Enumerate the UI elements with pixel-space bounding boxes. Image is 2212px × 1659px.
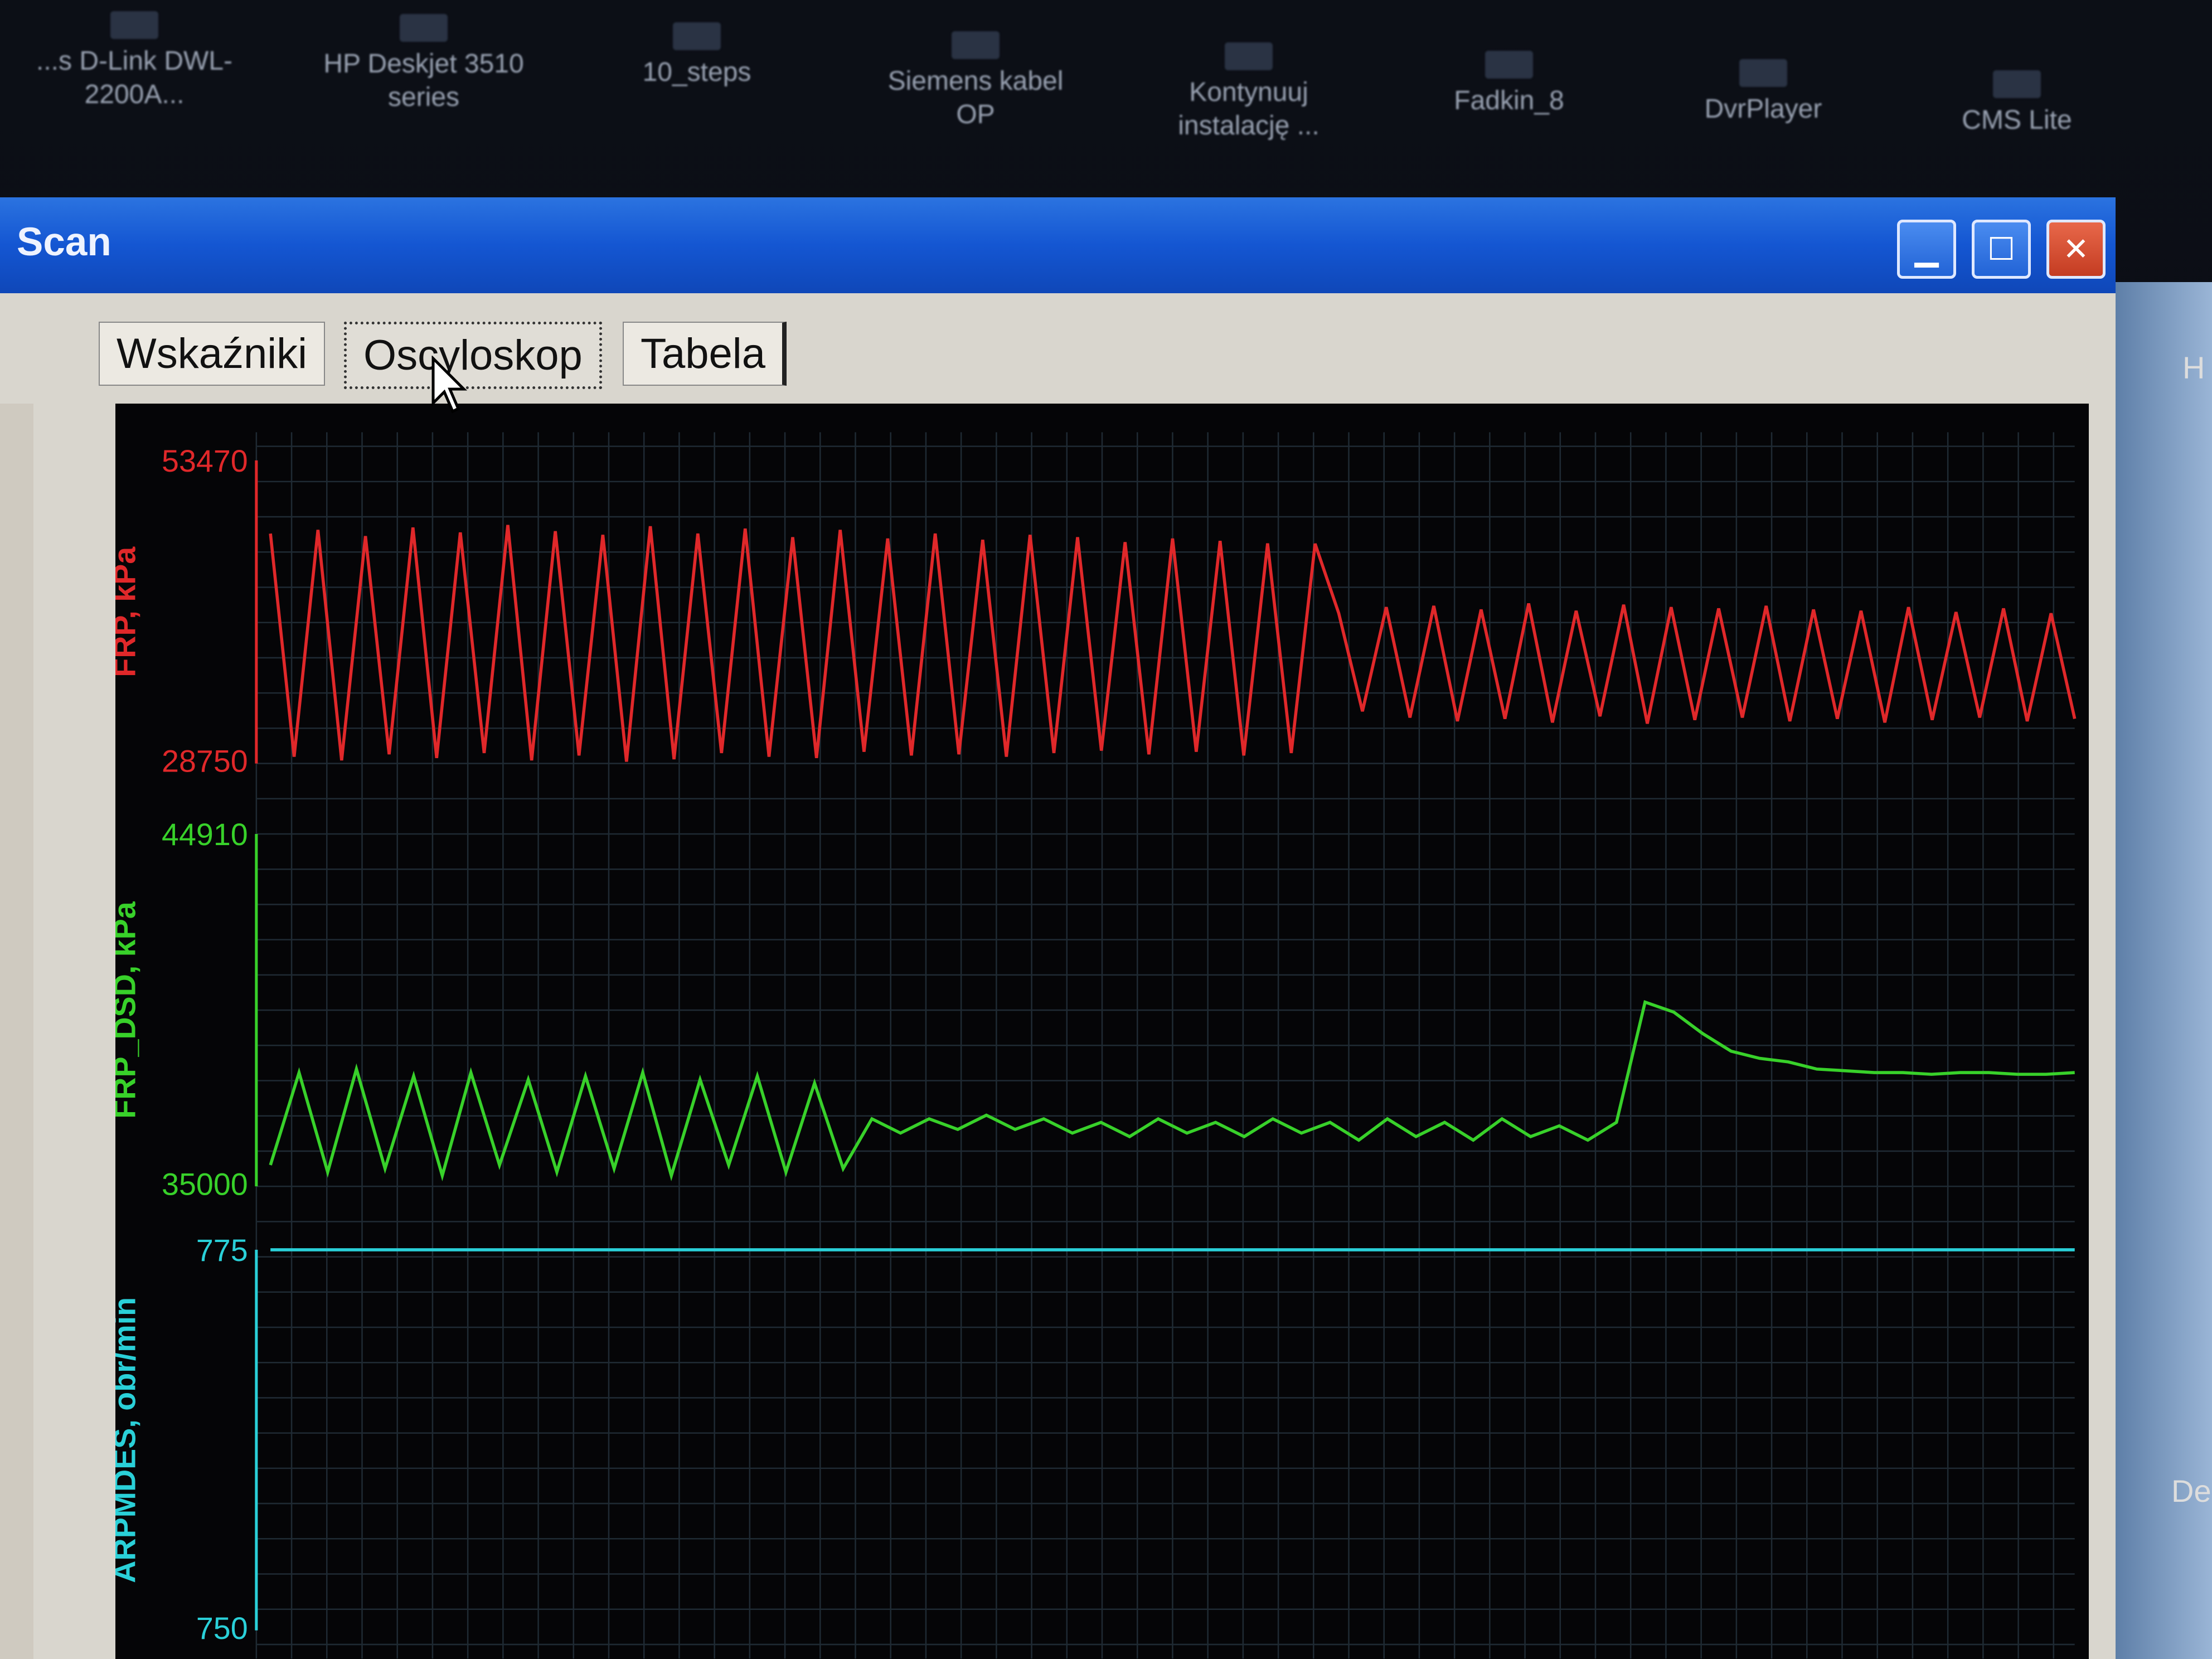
desktop-icon[interactable]: 10_steps [591,22,803,89]
close-icon: ✕ [2063,231,2089,266]
background-text: H [2182,350,2205,385]
y-tick-label: 44910 [162,817,248,852]
desktop-icon-label: ...s D-Link DWL-2200A... [36,46,233,109]
pdf-icon [673,22,721,50]
background-window-edge [0,404,33,1659]
desktop-icon[interactable]: Siemens kabel OP [870,31,1081,132]
y-axis-label: ARPMDES, obr/min [115,1297,142,1583]
tab-oscyloskop[interactable]: Oscyloskop [344,322,602,389]
desktop-icon-label: HP Deskjet 3510 series [323,49,524,112]
installer-icon [1225,42,1273,70]
printer-icon [400,14,448,42]
scan-window: Scan ▁ ☐ ✕ Wskaźniki Oscyloskop Tabela 5… [0,197,2116,1659]
desktop-icon[interactable]: Kontynuuj instalację ... [1143,42,1355,143]
desktop-icon-label: Siemens kabel OP [887,66,1064,129]
y-tick-label: 35000 [162,1167,248,1201]
mouse-cursor-icon [431,356,468,414]
desktop-icon[interactable]: HP Deskjet 3510 series [318,14,530,114]
player-icon [1739,59,1787,87]
title-bar[interactable]: Scan ▁ ☐ ✕ [0,197,2116,293]
desktop-icon-label: DvrPlayer [1704,94,1822,124]
desktop-icon-label: 10_steps [642,57,751,87]
series-line-0 [269,525,2077,762]
app-icon [1485,51,1533,79]
y-tick-label: 53470 [162,444,248,478]
desktop-icon-label: Fadkin_8 [1454,86,1564,115]
background-text: De [2171,1473,2211,1508]
oscilloscope-panel: 53470 28750 FRP, kPa 44910 35000 FRP_DSD, kPa… [115,404,2089,1659]
y-tick-label: 775 [196,1233,248,1268]
desktop-icon[interactable]: DvrPlayer [1657,59,1869,126]
background-window-right [2116,282,2212,1659]
maximize-icon: ☐ [1987,231,2016,266]
tab-tabela[interactable]: Tabela [623,322,787,386]
y-tick-label: 750 [196,1611,248,1646]
minimize-button[interactable]: ▁ [1897,220,1956,279]
shortcut-icon [952,31,1000,59]
network-icon [110,11,158,39]
y-tick-label: 28750 [162,744,248,779]
maximize-button[interactable]: ☐ [1972,220,2031,279]
cms-icon [1993,70,2041,98]
window-title: Scan [17,220,111,264]
y-axis-label: FRP, kPa [115,546,142,677]
desktop-icon[interactable]: ...s D-Link DWL-2200A... [28,11,240,111]
minimize-icon: ▁ [1914,231,1939,266]
y-axis-label: FRP_DSD, kPa [115,901,142,1118]
desktop-icon[interactable]: Fadkin_8 [1403,51,1615,118]
series-line-1 [269,1000,2075,1182]
desktop-icon-label: CMS Lite [1962,105,2072,135]
desktop-icon-label: Kontynuuj instalację ... [1178,77,1320,140]
tab-wskazniki[interactable]: Wskaźniki [99,322,326,386]
oscilloscope-chart: 53470 28750 FRP, kPa 44910 35000 FRP_DSD, kPa… [115,432,2077,1659]
desktop-icon[interactable]: CMS Lite [1911,70,2123,137]
close-button[interactable]: ✕ [2046,220,2106,279]
